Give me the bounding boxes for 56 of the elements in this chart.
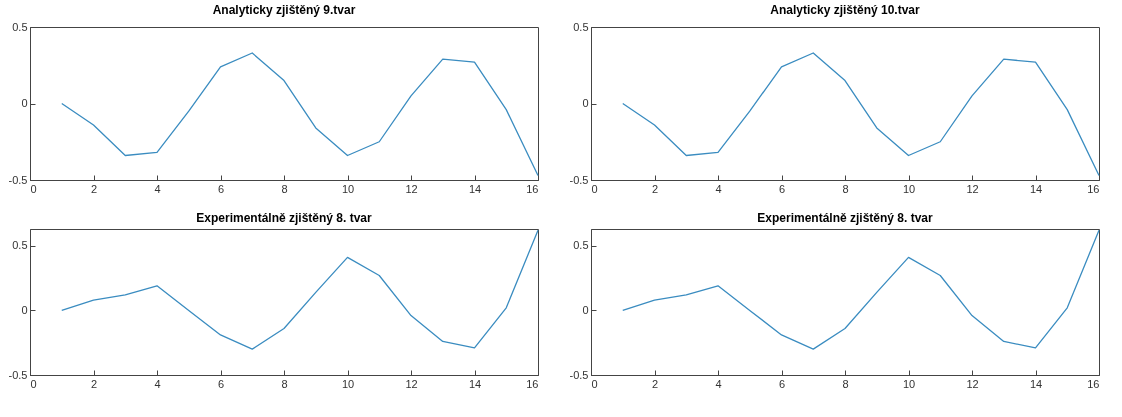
- x-tick-label: 6: [217, 377, 225, 390]
- y-tick-label: -0.5: [8, 173, 28, 186]
- x-tick-label: 8: [281, 377, 288, 390]
- y-tick-label: 0.5: [12, 20, 28, 33]
- chart-title: Experimentálně zjištěný 8. tvar: [196, 211, 373, 225]
- x-tick-label: 4: [715, 377, 722, 390]
- x-tick-label: 14: [1029, 377, 1043, 390]
- x-tick-label: 4: [154, 377, 161, 390]
- y-tick-label: 0: [582, 303, 589, 316]
- x-tick-label: 12: [966, 377, 979, 390]
- chart-title: Analyticky zjištěný 9.tvar: [212, 3, 356, 17]
- x-tick-label: 16: [1087, 182, 1100, 195]
- x-tick-label: 14: [468, 182, 482, 195]
- x-tick-label: 14: [468, 377, 482, 390]
- y-tick-label: 0: [21, 97, 28, 109]
- x-tick-label: 8: [842, 182, 849, 195]
- x-tick-label: 2: [90, 182, 98, 195]
- x-tick-label: 6: [778, 182, 786, 195]
- x-tick-label: 4: [715, 182, 722, 195]
- line-series: [622, 229, 1100, 350]
- y-tick-label: 0.5: [12, 239, 28, 252]
- y-tick-label: 0: [582, 97, 589, 109]
- x-tick-label: 8: [281, 182, 288, 195]
- x-tick-label: 0: [591, 182, 598, 195]
- y-tick-label: -0.5: [569, 173, 589, 186]
- y-tick-label: -0.5: [8, 368, 28, 381]
- x-tick-label: 10: [902, 182, 916, 195]
- line-series: [622, 52, 1100, 177]
- y-tick-label: -0.5: [569, 368, 589, 381]
- chart-title: Experimentálně zjištěný 8. tvar: [757, 211, 934, 225]
- x-tick-label: 2: [651, 377, 659, 390]
- x-tick-label: 2: [651, 182, 659, 195]
- line-series: [61, 52, 539, 177]
- x-tick-label: 10: [341, 182, 355, 195]
- y-tick-label: 0: [21, 303, 28, 316]
- x-tick-label: 10: [341, 377, 355, 390]
- x-tick-label: 4: [154, 182, 161, 195]
- x-tick-label: 0: [30, 377, 37, 390]
- x-tick-label: 14: [1029, 182, 1043, 195]
- x-tick-label: 6: [778, 377, 786, 390]
- x-tick-label: 16: [526, 377, 539, 390]
- x-tick-label: 0: [30, 182, 37, 195]
- x-tick-label: 0: [591, 377, 598, 390]
- x-tick-label: 6: [217, 182, 225, 195]
- y-tick-label: 0.5: [573, 239, 589, 252]
- x-tick-label: 8: [842, 377, 849, 390]
- x-tick-label: 12: [405, 182, 418, 195]
- y-tick-label: 0.5: [573, 20, 589, 33]
- x-tick-label: 2: [90, 377, 98, 390]
- x-tick-label: 12: [966, 182, 979, 195]
- line-series: [61, 229, 539, 350]
- x-tick-label: 16: [526, 182, 539, 195]
- x-tick-label: 10: [902, 377, 916, 390]
- chart-title: Analyticky zjištěný 10.tvar: [770, 3, 921, 17]
- x-tick-label: 12: [405, 377, 418, 390]
- x-tick-label: 16: [1087, 377, 1100, 390]
